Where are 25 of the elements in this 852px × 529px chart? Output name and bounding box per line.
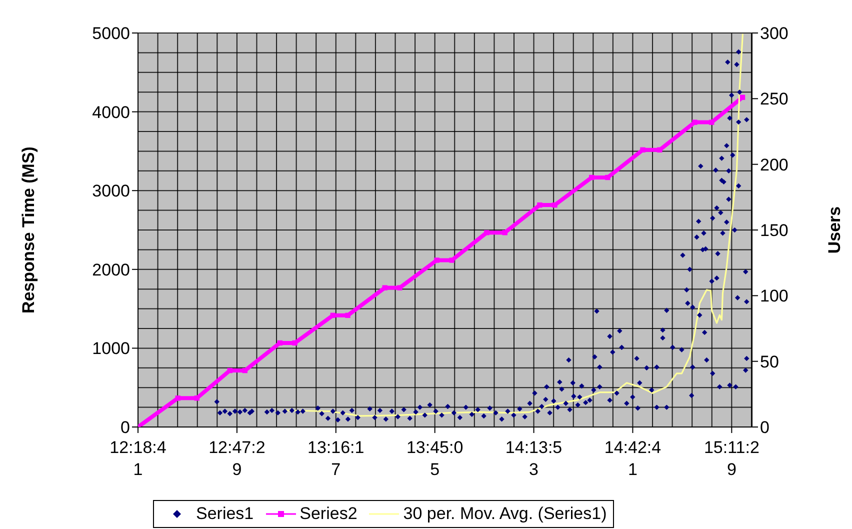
y2-tick-label: 100 (760, 286, 788, 306)
y-tick-label: 3000 (92, 182, 130, 201)
legend-label: 30 per. Mov. Avg. (Series1) (403, 504, 607, 524)
y2-tick-label: 300 (760, 24, 788, 44)
y2-tick-label: 0 (760, 418, 770, 438)
legend-label: Series1 (196, 504, 254, 524)
y2-tick-label: 50 (760, 352, 779, 372)
y2-tick-label: 200 (760, 155, 788, 174)
y-tick-label: 0 (120, 418, 130, 438)
legend-label: Series2 (300, 504, 358, 524)
y-axis-title: Response Time (MS) (19, 146, 38, 314)
y-tick-label: 1000 (92, 339, 130, 358)
y2-axis-title: Users (825, 206, 844, 254)
x-tick-label: 12:18:41 (110, 438, 166, 479)
x-tick-label: 14:13:53 (505, 438, 562, 479)
x-tick-label: 12:47:29 (208, 438, 266, 479)
x-tick-label: 14:42:41 (604, 438, 662, 479)
y-tick-label: 4000 (92, 102, 130, 122)
y-tick-label: 2000 (92, 260, 130, 280)
x-tick-label: 15:11:29 (704, 438, 760, 479)
x-tick-label: 13:45:05 (406, 438, 464, 479)
y2-tick-label: 150 (760, 221, 788, 240)
x-tick-label: 13:16:17 (308, 438, 364, 479)
y2-tick-label: 250 (760, 90, 788, 109)
y-tick-label: 5000 (92, 24, 130, 44)
